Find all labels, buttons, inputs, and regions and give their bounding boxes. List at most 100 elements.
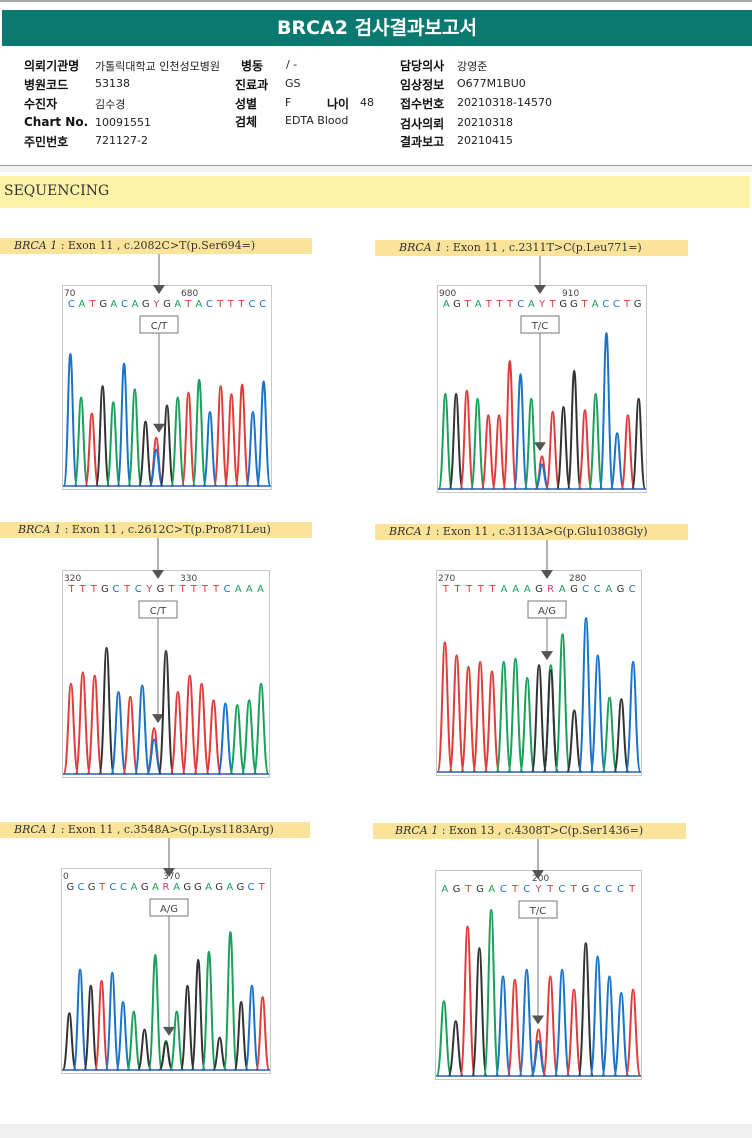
trace-peak-C [553,968,571,1077]
base-call-G: G [237,882,245,893]
variant-text: : Exon 11 , c.3548A>G(p.Lys1183Arg) [57,823,274,836]
variant-arrow-icon [152,714,164,724]
base-call-T: T [190,584,198,595]
base-call-T: T [90,584,98,595]
trace-peak-A [127,388,143,487]
base-call-A: A [173,882,180,893]
variant-caption-6: BRCA 1 : Exon 13 , c.4308T>C(p.Ser1436=) [373,823,686,839]
base-call-Y: Y [145,584,153,595]
base-call-G: G [559,299,567,310]
base-call-C: C [77,882,84,893]
variant-caption-2: BRCA 1 : Exon 11 , c.2311T>C(p.Leu771=) [375,240,688,256]
trace-peak-T [181,674,199,775]
ward-value: / - [286,58,298,71]
trace-peak-C [245,410,261,487]
base-call-R: R [163,882,170,893]
base-call-C: C [135,584,142,595]
position-tick-label: 320 [64,574,81,584]
trace-peak-A [169,1010,185,1071]
hospital-code-value: 53138 [95,77,130,90]
trace-peak-A [228,704,246,775]
base-call-T: T [506,299,514,310]
trace-peak-T [491,414,507,490]
base-call-T: T [68,584,76,595]
age-label: 나이 [327,97,350,111]
base-call-G: G [141,882,149,893]
variant-caption-4: BRCA 1 : Exon 11 , c.3113A>G(p.Glu1038Gl… [375,524,688,540]
request-date-value: 20210318 [457,116,513,129]
base-call-G: G [142,299,150,310]
trace-peak-T [84,412,100,487]
trace-peak-G [157,649,175,775]
trace-peak-R [542,669,560,773]
base-call-T: T [216,299,224,310]
trace-peak-G [448,392,464,490]
gene-name: BRCA 1 [18,523,62,536]
genotype-label: A/G [160,904,178,915]
trace-peak-G [447,1020,465,1077]
base-call-A: A [226,882,233,893]
trace-peak-G [98,646,115,775]
trace-peak-T [254,996,271,1071]
base-call-A: A [257,584,264,595]
base-call-A: A [132,299,139,310]
base-call-C: C [523,884,530,895]
trace-peak-A [518,677,536,773]
trace-peak-C [72,968,88,1071]
trace-peak-G [577,942,595,1077]
institution-value: 가톨릭대학교 인천성모병원 [95,60,220,73]
trace-peak-C [217,702,234,775]
chart-no-label: Chart No. [24,115,89,129]
trace-peak-A [435,1000,453,1077]
base-call-C: C [594,884,601,895]
position-tick-label: 330 [180,574,197,584]
base-call-A: A [131,882,138,893]
chart-no-value: 10091551 [95,116,151,129]
resident-id-label: 주민번호 [24,135,69,149]
trace-peak-Y [148,448,164,487]
trace-peak-G [530,664,548,773]
base-call-G: G [535,584,543,595]
trace-peak-T [565,988,583,1077]
pointer-arrow-icon [163,868,175,877]
pointer-arrow-icon [534,285,546,294]
base-call-A: A [501,584,508,595]
trace-peak-G [83,984,99,1071]
base-call-C: C [224,584,231,595]
pointer-arrow-icon [541,570,553,579]
variant-arrow-icon [541,651,553,661]
trace-peak-C [133,684,151,775]
base-call-A: A [559,584,566,595]
position-tick-label: 370 [163,872,180,882]
trace-peak-T [506,978,524,1077]
genotype-label: A/G [538,606,556,617]
base-call-A: A [528,299,535,310]
base-call-G: G [101,584,109,595]
top-border [0,0,752,2]
trace-peak-C [518,968,535,1077]
trace-peak-Y [534,463,550,490]
trace-peak-C [512,373,529,490]
trace-peak-T [542,975,559,1077]
variant-text: : Exon 11 , c.3113A>G(p.Glu1038Gly) [432,525,648,538]
variant-caption-5: BRCA 1 : Exon 11 , c.3548A>G(p.Lys1183Ar… [0,822,310,838]
base-call-A: A [79,299,86,310]
pointer-arrow-icon [152,570,164,579]
trace-peak-C [624,660,642,773]
base-call-C: C [582,584,589,595]
chromatogram-4: 270 280 T T T T T A A A G R A G C C A G C A/G [436,540,642,776]
base-call-R: R [547,584,554,595]
age-value: 48 [360,96,374,109]
base-call-Y: Y [534,884,542,895]
page-bottom-bar [0,1124,752,1138]
institution-label: 의뢰기관명 [24,59,80,73]
variant-text: : Exon 11 , c.2082C>T(p.Ser694=) [57,239,256,252]
base-call-T: T [89,299,97,310]
variant-arrow-icon [153,423,165,433]
base-call-T: T [485,299,493,310]
trace-peak-G [61,1012,78,1071]
base-call-A: A [195,299,202,310]
